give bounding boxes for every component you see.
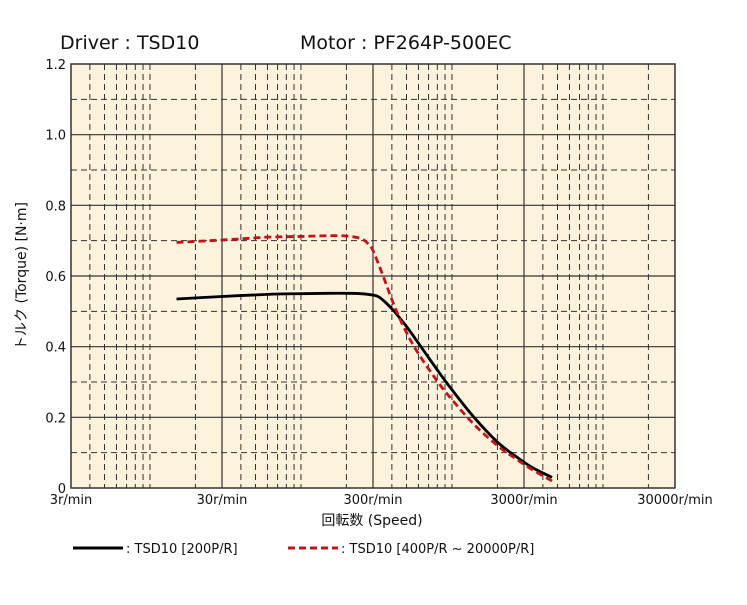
motor-label: Motor : PF264P-500EC: [300, 32, 511, 54]
series-layer: [176, 234, 553, 483]
legend-label-2: : TSD10 [400P/R ~ 20000P/R]: [341, 542, 534, 557]
y-tick-label: 1.0: [45, 129, 66, 144]
x-tick-label: 3000r/min: [490, 493, 557, 508]
series-line-1: [176, 291, 553, 479]
y-tick-label: 0.6: [45, 270, 66, 285]
driver-label: Driver : TSD10: [60, 32, 199, 54]
x-tick-label: 300r/min: [343, 493, 402, 508]
plot-frame: [70, 63, 676, 489]
x-axis-label: 回転数 (Speed): [321, 513, 422, 529]
y-tick-label: 0.8: [45, 199, 66, 214]
legend-label-1: : TSD10 [200P/R]: [126, 542, 238, 557]
x-tick-label: 30000r/min: [637, 493, 713, 508]
y-tick-labels: 0 0.2 0.4 0.6 0.8 1.0 1.2: [45, 58, 66, 497]
legend: : TSD10 [200P/R] : TSD10 [400P/R ~ 20000P…: [73, 542, 534, 557]
x-tick-label: 3r/min: [50, 493, 93, 508]
major-grid: [71, 64, 675, 488]
y-tick-label: 1.2: [45, 58, 66, 73]
y-tick-label: 0: [58, 482, 66, 497]
y-tick-label: 0.2: [45, 411, 66, 426]
x-tick-label: 30r/min: [197, 493, 248, 508]
y-tick-label: 0.4: [45, 341, 66, 356]
y-axis-label: トルク (Torque) [N·m]: [14, 202, 30, 350]
x-tick-labels: 3r/min 30r/min 300r/min 3000r/min 30000r/min: [50, 493, 713, 508]
series-line-2: [176, 234, 553, 483]
